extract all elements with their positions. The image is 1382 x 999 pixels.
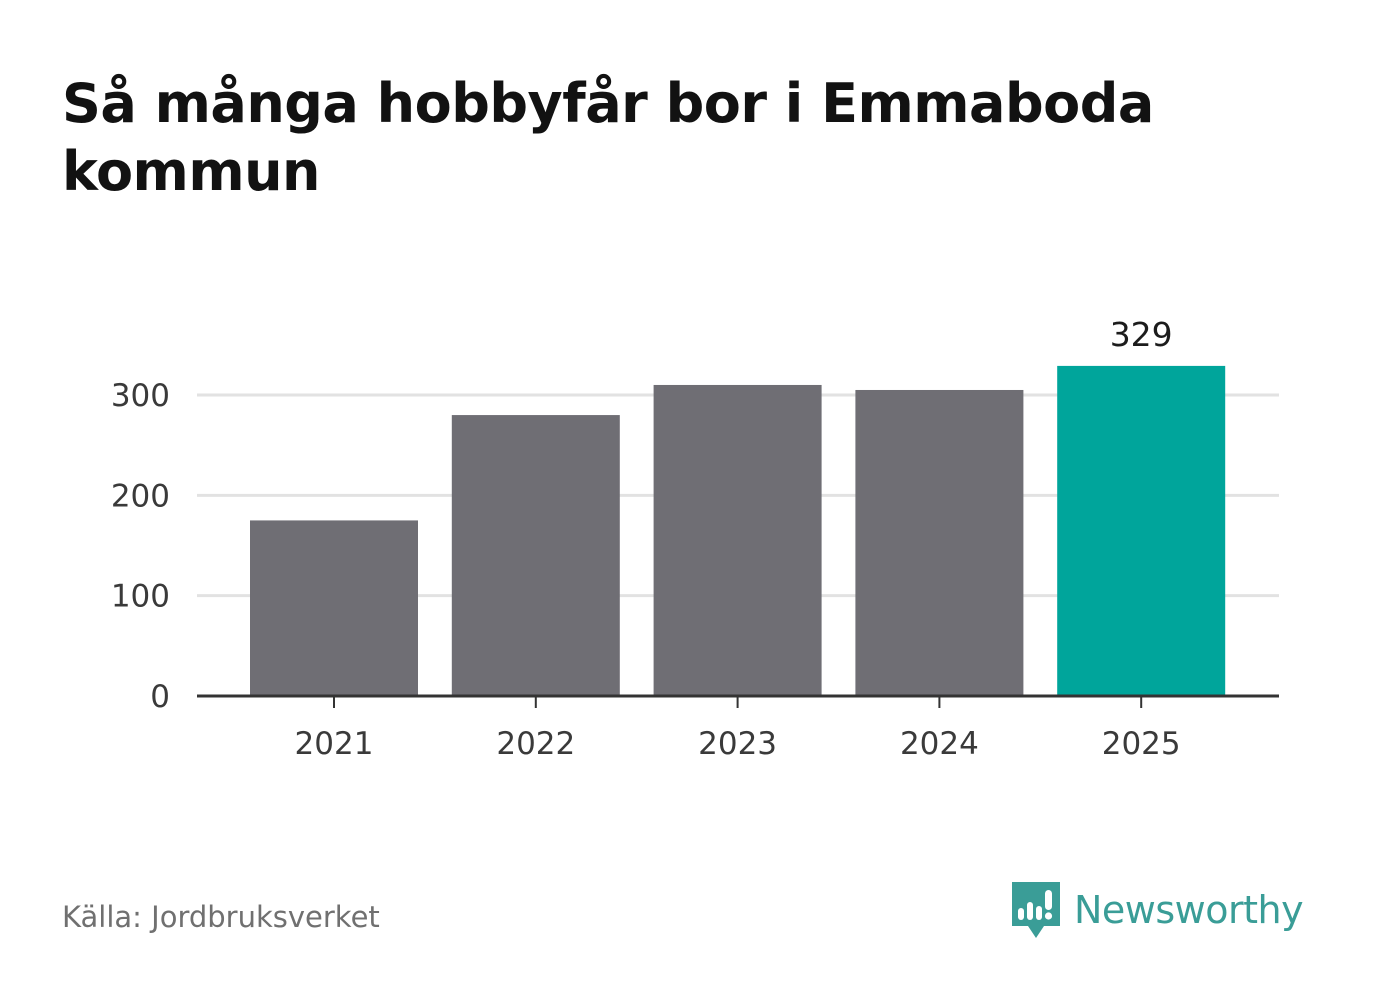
bar-2022: [451, 415, 620, 696]
data-label: 329: [1110, 315, 1173, 354]
brand-logo: Newsworthy: [1010, 880, 1304, 940]
bar-2021: [250, 520, 418, 696]
bars: [250, 365, 1226, 696]
data-labels: 329: [1110, 315, 1173, 354]
x-tick-label: 2024: [900, 726, 979, 762]
chart-title: Så många hobbyfår bor i Emmaboda kommun: [62, 72, 1154, 203]
bar-2024: [855, 389, 1024, 696]
y-axis-ticks: 0 100 200 300: [111, 378, 170, 715]
x-tick-label: 2022: [496, 726, 575, 762]
x-tick-label: 2023: [698, 726, 777, 762]
y-tick-label: 0: [150, 679, 170, 715]
y-tick-label: 100: [111, 579, 170, 615]
y-tick-label: 200: [111, 478, 170, 514]
x-axis-ticks: 2021 2022 2023 2024 2025: [295, 696, 1181, 762]
bar-2023: [653, 384, 822, 696]
brand-name: Newsworthy: [1074, 888, 1304, 932]
bar-2025: [1057, 365, 1226, 696]
y-tick-label: 300: [111, 378, 170, 414]
newsworthy-logo-icon: [1012, 882, 1060, 938]
x-tick-label: 2021: [295, 726, 374, 762]
source-note: Källa: Jordbruksverket: [62, 900, 380, 934]
x-tick-label: 2025: [1102, 726, 1181, 762]
